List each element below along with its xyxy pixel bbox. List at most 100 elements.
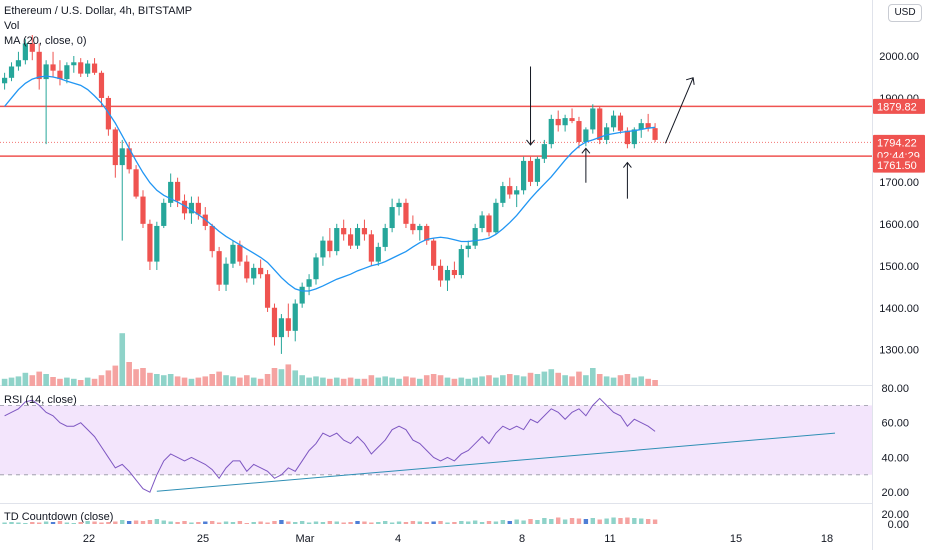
volume-bar: [257, 378, 264, 386]
td-bar: [403, 522, 409, 524]
candle-body: [597, 108, 603, 140]
candle-body: [458, 249, 464, 276]
volume-bar: [520, 376, 527, 386]
time-tick-label: 11: [604, 533, 615, 545]
candle-body: [541, 144, 547, 159]
volume-bar: [43, 374, 49, 386]
td-bar: [272, 521, 277, 524]
volume-bar: [8, 377, 15, 386]
candle-body: [1, 77, 8, 84]
price-label-box: [873, 134, 925, 150]
volume-bar: [264, 374, 271, 386]
td-bar: [92, 521, 97, 524]
td-bar: [313, 521, 319, 524]
candle-body: [64, 65, 70, 80]
td-bar: [521, 520, 526, 524]
candle-body: [168, 181, 174, 203]
volume-bar: [437, 375, 444, 386]
td-bar: [106, 522, 111, 524]
candle-body: [479, 215, 485, 229]
candle-body: [271, 307, 278, 338]
volume-bar: [527, 372, 534, 386]
volume-bar: [188, 378, 195, 386]
volume-bar: [167, 374, 174, 386]
volume-bar: [472, 377, 478, 386]
td-bar: [569, 518, 575, 524]
td-bar: [140, 521, 146, 524]
volume-bar: [396, 378, 402, 386]
volume-bar: [617, 375, 624, 386]
td-bar: [417, 521, 422, 524]
rsi-tick-label: 60.00: [881, 418, 909, 430]
volume-bar: [631, 377, 638, 386]
candle-body: [112, 129, 118, 166]
td-bar: [237, 521, 243, 524]
volume-bar: [36, 371, 42, 386]
candle-body: [299, 286, 305, 304]
volume-bar: [465, 378, 472, 386]
td-legend: TD Countdown (close): [4, 511, 114, 523]
td-bar: [362, 521, 367, 524]
candle-body: [354, 228, 361, 246]
volume-bar: [250, 377, 257, 386]
currency-button[interactable]: USD: [888, 4, 922, 22]
volume-bar: [285, 364, 292, 386]
volume-bar: [98, 375, 105, 386]
td-bar: [341, 522, 346, 524]
price-tick-label: 1600.00: [879, 219, 919, 231]
td-bar: [120, 520, 125, 524]
td-bar: [396, 521, 402, 524]
candle-body: [133, 169, 139, 197]
arrow-annotation-head: [623, 161, 632, 168]
candle-body: [583, 129, 589, 143]
volume-bar: [216, 371, 222, 386]
td-bar: [43, 521, 49, 524]
td-bar: [71, 523, 76, 524]
candle-body: [431, 240, 437, 266]
candle-body: [631, 129, 637, 145]
td-bar: [23, 523, 28, 524]
volume-bar: [583, 375, 589, 386]
td-bar: [251, 522, 256, 524]
symbol-title: Ethereum / U.S. Dollar, 4h, BITSTAMP: [4, 5, 193, 17]
td-bar: [549, 519, 554, 524]
candle-body: [590, 108, 596, 130]
candle-body: [15, 60, 22, 67]
td-bar: [2, 522, 7, 524]
td-bar: [244, 523, 249, 524]
candle-body: [147, 223, 153, 262]
volume-bar: [555, 372, 561, 386]
volume-bar: [91, 378, 98, 386]
td-tick-label: 20.00: [881, 509, 909, 521]
volume-bar: [562, 375, 568, 386]
candle-body: [341, 228, 347, 235]
price-label: 1794.22: [877, 137, 917, 149]
volume-bar: [15, 376, 22, 386]
candle-body: [327, 240, 333, 252]
td-bar: [327, 521, 333, 524]
rsi-tick-label: 80.00: [881, 383, 909, 395]
volume-bar: [596, 374, 603, 386]
td-bar: [320, 522, 326, 524]
volume-bar: [22, 372, 29, 386]
td-bar: [611, 517, 616, 524]
candle-body: [43, 64, 49, 80]
candle-body: [437, 265, 444, 281]
candle-body: [313, 257, 319, 280]
candle-body: [507, 186, 513, 195]
td-bar: [293, 522, 298, 524]
td-bar: [618, 518, 623, 524]
candle-body: [652, 128, 658, 140]
price-tick-label: 1400.00: [879, 303, 919, 315]
volume-bar: [147, 372, 153, 386]
candle-body: [562, 118, 568, 126]
candle-body: [292, 303, 298, 331]
candle-body: [264, 274, 271, 308]
candle-body: [396, 202, 402, 208]
volume-bar: [299, 375, 305, 386]
volume-bar: [112, 365, 119, 386]
volume-bar: [320, 377, 326, 386]
candle-body: [424, 225, 430, 241]
candle-body: [624, 130, 630, 145]
